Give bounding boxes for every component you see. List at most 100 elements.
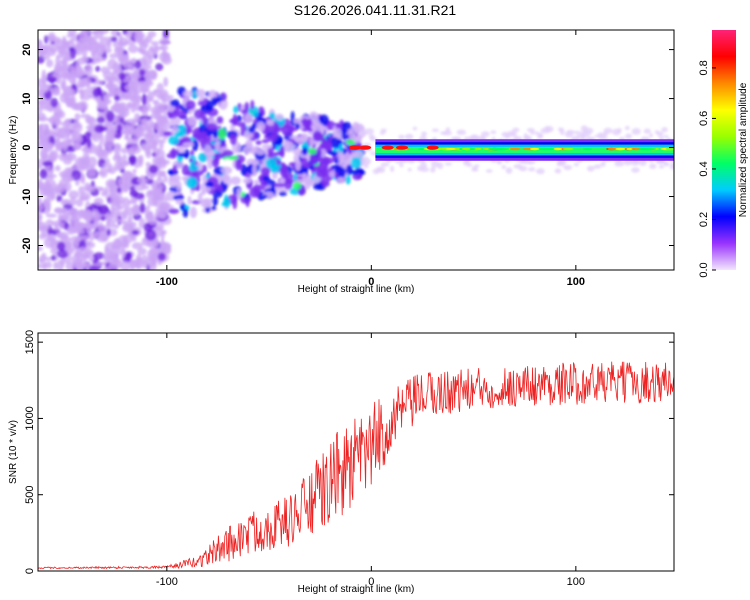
spectrogram-cell (92, 87, 103, 98)
spectrogram-cell (338, 151, 345, 163)
spectrogram-cell (78, 100, 89, 112)
spectrogram-cell (110, 36, 118, 43)
spectrogram-cell (103, 255, 113, 261)
spectrogram-cell (38, 258, 44, 264)
spectrogram-cell (138, 107, 148, 113)
spectrogram-cell (50, 255, 56, 261)
spectrogram-cell (93, 231, 104, 239)
spectrogram-cell (157, 170, 162, 181)
spectrogram-cell (58, 128, 71, 134)
tone-hotspot (552, 147, 563, 151)
spectrogram-cell (131, 58, 137, 63)
spectrogram-cell (98, 141, 103, 153)
spectrogram-cell (131, 229, 140, 236)
tone-hotspot (665, 147, 674, 151)
spectrogram-cell (334, 128, 342, 139)
spectrogram-cell (93, 252, 105, 260)
colorbar-tick-label: 0.6 (698, 111, 710, 126)
spectrogram-cell (127, 147, 134, 157)
spectrogram-cell (79, 160, 90, 170)
spectrogram-cell (228, 155, 239, 161)
spectrogram-cell (275, 113, 284, 121)
spectrogram-cell (287, 126, 299, 132)
spectrogram-cell (148, 164, 159, 174)
spectrogram-cell (108, 127, 117, 138)
spectrogram-cell (330, 136, 341, 149)
spectrogram-cell (69, 216, 80, 228)
spectrogram-cell (132, 213, 142, 221)
spectrogram-cell (669, 162, 674, 170)
spectrogram-cell (205, 174, 210, 179)
spectrogram-cell (40, 225, 51, 230)
spectrogram-cell (141, 143, 152, 152)
spectrogram-cell (421, 131, 427, 137)
spectrogram-cell (163, 76, 169, 87)
spectrogram-cell (101, 267, 111, 270)
spectrogram-cell (169, 149, 180, 155)
spectrogram-cell (72, 229, 80, 234)
spectrogram-cell (38, 112, 46, 121)
spectrogram-cell (66, 248, 74, 255)
spectrogram-cell (152, 44, 159, 55)
spectrogram-cell (76, 38, 87, 48)
spectrogram-cell (52, 112, 61, 121)
spectrogram-cell (192, 134, 203, 140)
spectrogram-cell (125, 251, 132, 257)
spectrogram-cell (456, 129, 467, 135)
spectrogram-cell (361, 160, 370, 167)
spectrogram-cell (195, 89, 206, 98)
spectrogram-cell (262, 176, 271, 181)
spectrogram-cell (602, 132, 609, 136)
spectrogram-cell (88, 231, 95, 242)
spectrogram-cell (310, 153, 317, 166)
spectrogram-cell (154, 211, 166, 218)
spectrogram-cell (135, 30, 143, 36)
spectrogram-cell (60, 207, 67, 214)
spectrogram-cell (168, 208, 180, 214)
colorbar-tick-label: 0.4 (698, 161, 710, 176)
spectrogram-cell (119, 168, 125, 174)
spectrogram-cell (56, 231, 63, 238)
spectrogram-cell (42, 261, 48, 270)
spectrogram-cell (64, 120, 70, 126)
spectrogram-cell (293, 173, 298, 181)
spectrogram-cell (152, 156, 157, 166)
spectrogram-cell (116, 124, 123, 133)
spectrogram-cell (212, 196, 219, 207)
spectrogram-cell (39, 168, 48, 180)
spectrogram-cell (100, 215, 106, 221)
spectrogram-cell (38, 214, 43, 221)
spectrogram-cell (54, 183, 66, 194)
spectrogram-cell (219, 142, 226, 147)
spectrogram-cell (313, 133, 325, 142)
colorbar-label: Normalized spectral amplitude (738, 82, 749, 217)
y-tick-label: -10 (21, 189, 33, 205)
spectrogram-cell (153, 192, 166, 199)
spectrogram-cell (201, 198, 214, 204)
spectrogram-cell (326, 120, 336, 131)
spectrogram-cell (123, 224, 135, 231)
spectrogram-cell (64, 181, 72, 192)
spectrogram-cell (306, 118, 313, 127)
spectrogram-cell (66, 152, 73, 161)
spectrogram-cell (110, 30, 119, 37)
spectrogram-cell (466, 163, 473, 167)
spectrogram-cell (62, 142, 68, 151)
spectrogram-cell (132, 192, 145, 200)
spectrogram-cell (526, 127, 535, 133)
spectrogram-cell (120, 260, 131, 270)
spectrogram-cell (315, 169, 327, 178)
spectrogram-cell (624, 126, 630, 131)
spectrogram-cell (151, 70, 157, 81)
spectrogram-cell (135, 34, 144, 44)
spectrogram-cell (279, 145, 285, 158)
spectrogram-cell (292, 181, 302, 190)
spectrogram-cell (631, 167, 640, 173)
spectrogram-cell (207, 157, 213, 170)
spectrogram-cell (41, 85, 49, 93)
spectrogram-cell (108, 228, 118, 237)
spectrogram-cell (127, 59, 133, 68)
spectrogram-cell (38, 203, 44, 212)
spectrogram-cell (113, 95, 121, 101)
spectrogram-cell (58, 133, 71, 140)
